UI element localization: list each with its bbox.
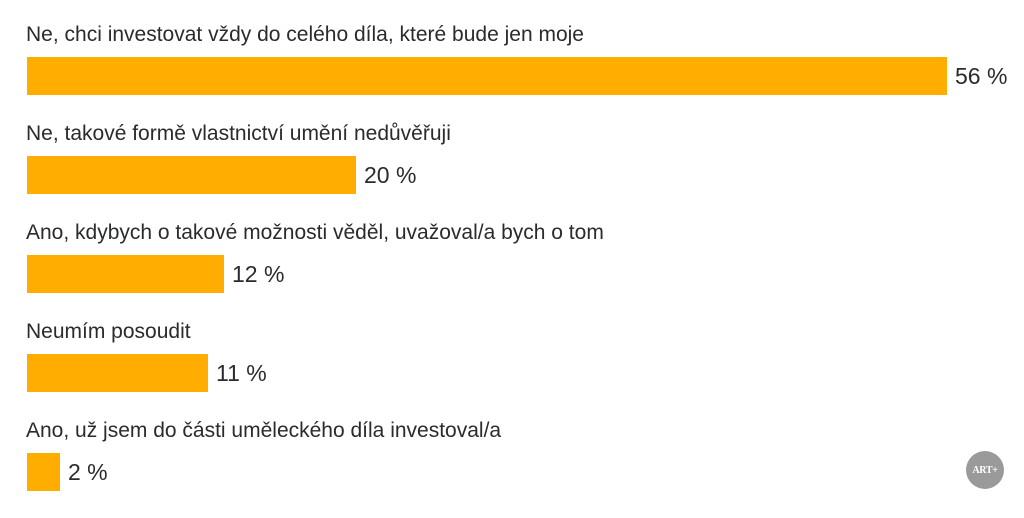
value-label: 12 % [232,261,285,287]
value-label: 2 % [68,459,108,485]
bar [27,57,947,95]
art-plus-logo-icon: ART+ [966,451,1004,489]
category-label: Neumím posoudit [26,320,191,343]
bar [27,453,60,491]
category-label: Ano, kdybych o takové možnosti věděl, uv… [26,221,604,244]
bar [27,255,224,293]
category-label: Ano, už jsem do části uměleckého díla in… [26,419,502,442]
value-label: 56 % [955,63,1008,89]
value-label: 11 % [216,360,267,386]
logo-text: ART+ [972,464,998,476]
category-label: Ne, chci investovat vždy do celého díla,… [26,23,584,46]
bar [27,354,208,392]
bar [27,156,356,194]
value-label: 20 % [364,162,417,188]
category-label: Ne, takové formě vlastnictví umění nedův… [26,122,451,145]
